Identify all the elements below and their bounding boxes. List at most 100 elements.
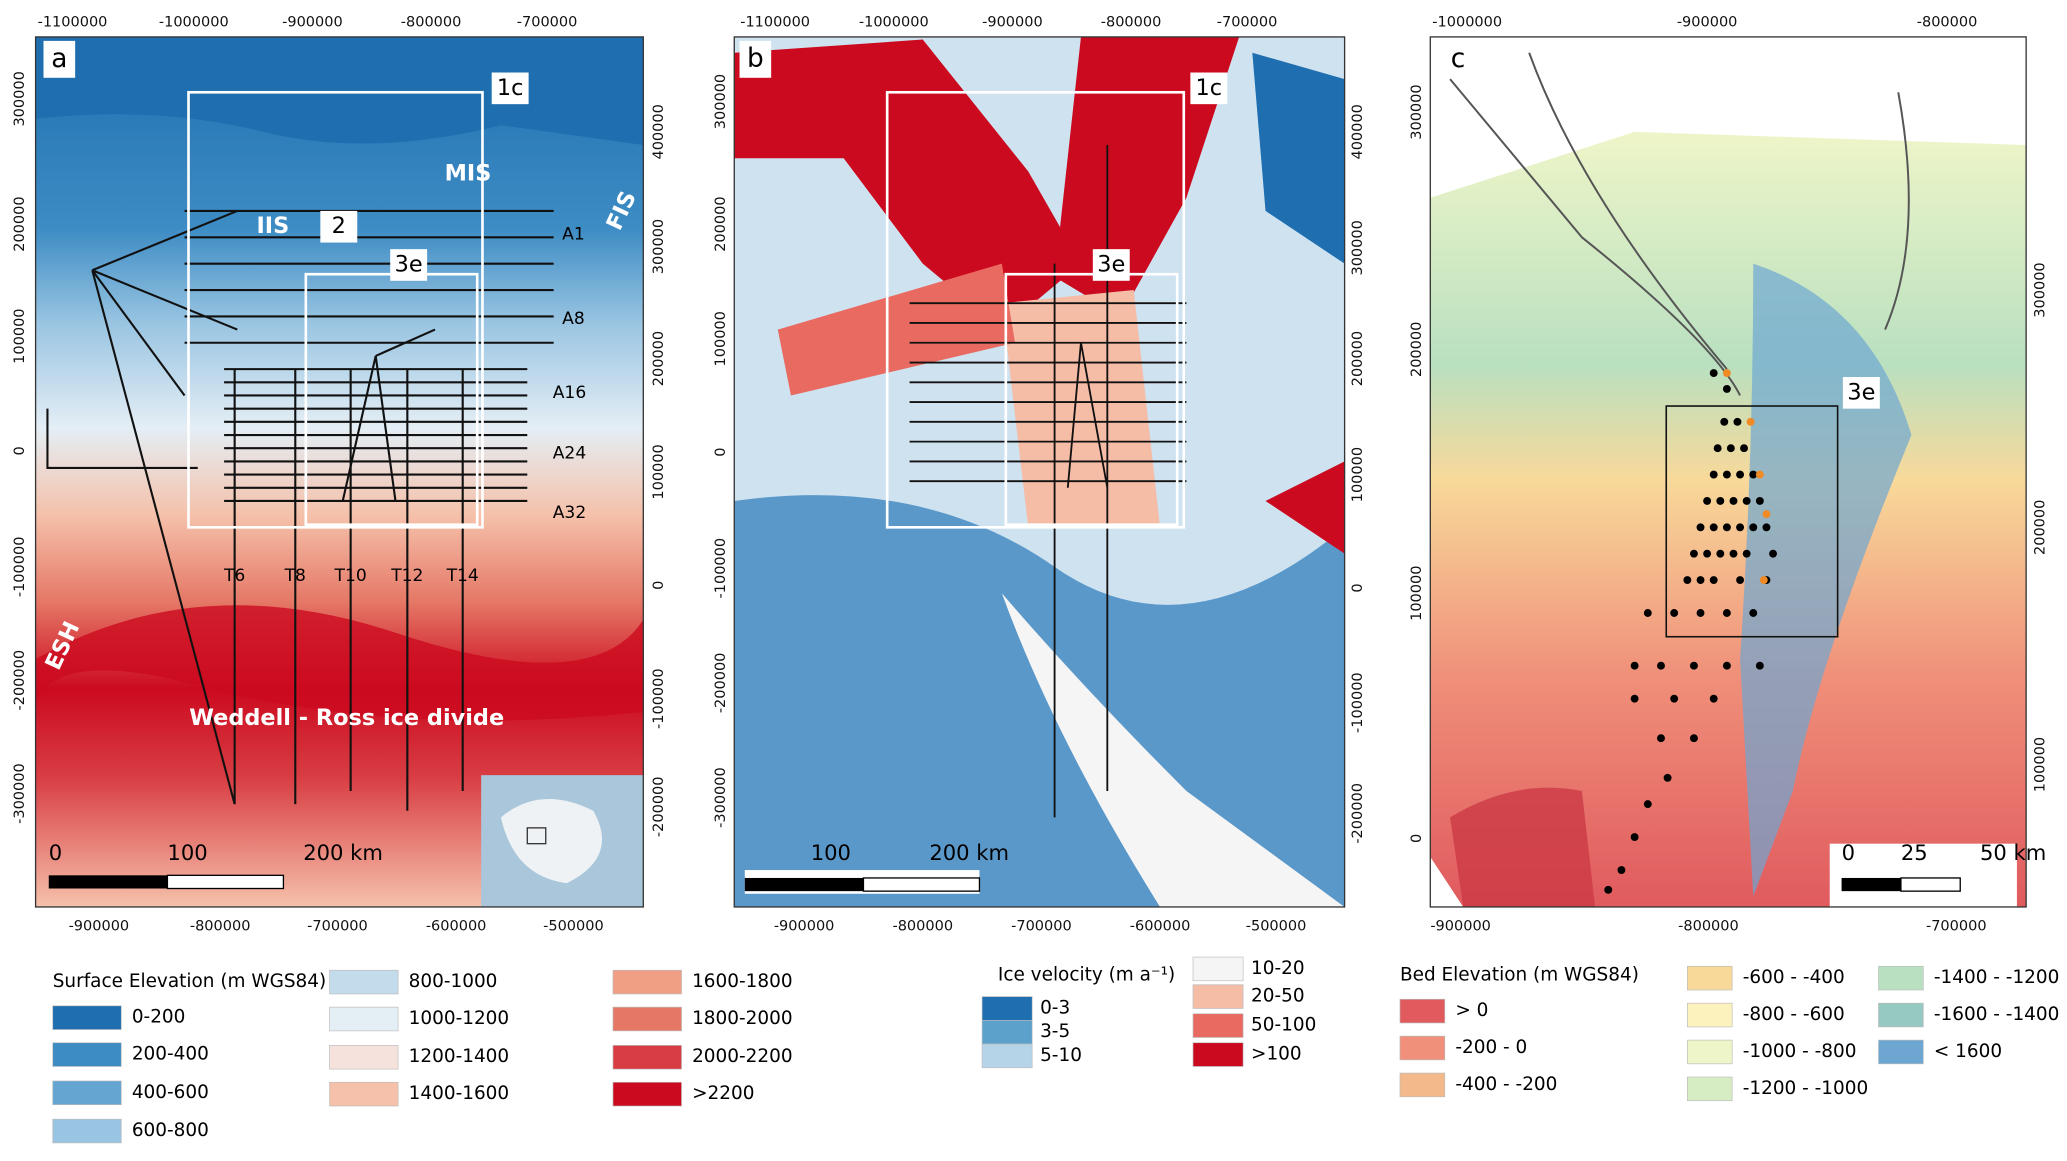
legend-swatch	[1687, 965, 1733, 991]
frame	[34, 36, 644, 908]
bottom-tick-label: -900000	[1430, 919, 1491, 935]
right-tick-label: 400000	[651, 104, 667, 159]
scale-label: 50 km	[1980, 840, 2046, 865]
annotation: 1c	[1196, 75, 1223, 101]
right-tick-label: 0	[1350, 583, 1366, 592]
legend-swatch	[612, 969, 682, 995]
left-tick-label: 100000	[1409, 566, 1425, 621]
top-tick-label: -800000	[1917, 14, 1978, 30]
frame	[733, 36, 1346, 908]
legend-swatch	[981, 1043, 1033, 1069]
annotation: T8	[284, 566, 306, 586]
bottom-tick-label: -700000	[1926, 919, 1987, 935]
legend-swatch	[1192, 1042, 1244, 1067]
legend-title: Bed Elevation (m WGS84)	[1400, 965, 1639, 986]
legend-swatch	[1878, 1002, 1924, 1028]
legend-label: >100	[1251, 1044, 1302, 1065]
legend-title: Surface Elevation (m WGS84)	[53, 971, 327, 992]
right-tick-label: 300000	[1350, 220, 1366, 275]
scale-label: 25	[1901, 840, 1928, 865]
legend-swatch	[1399, 1035, 1446, 1061]
panel-label: c	[1451, 44, 1466, 74]
legend-label: -1000 - -800	[1743, 1041, 1857, 1062]
legend-swatch	[52, 1118, 122, 1144]
bottom-tick-label: -800000	[1678, 919, 1739, 935]
left-tick-label: -300000	[713, 767, 729, 828]
annotation: 2	[332, 213, 346, 239]
right-tick-label: 100000	[1350, 447, 1366, 502]
annotation: A8	[562, 309, 585, 329]
top-tick-label: -1000000	[1432, 14, 1502, 30]
annotation-box	[491, 72, 529, 105]
legend-swatch	[329, 1006, 399, 1032]
left-tick-label: 100000	[12, 308, 28, 363]
bottom-tick-label: -900000	[69, 919, 130, 935]
right-tick-label: -200000	[651, 776, 667, 837]
bottom-tick-label: -500000	[543, 919, 604, 935]
right-tick-label: 300000	[651, 219, 667, 274]
legend-label: -600 - -400	[1743, 967, 1845, 988]
legend-swatch	[1399, 998, 1446, 1024]
scale-label: 100	[167, 840, 207, 865]
right-tick-label: 200000	[2033, 500, 2049, 555]
annotation: T6	[223, 566, 245, 586]
legend-label: 0-3	[1040, 997, 1070, 1018]
left-tick-label: 0	[12, 446, 28, 455]
legend-label: < 1600	[1934, 1041, 2002, 1062]
legend-label: -400 - -200	[1455, 1074, 1557, 1095]
annotation: 3e	[1847, 379, 1875, 405]
legend-label: -1200 - -1000	[1743, 1078, 1869, 1099]
top-tick-label: -900000	[982, 14, 1043, 30]
left-tick-label: 300000	[1409, 84, 1425, 139]
annotation: T12	[390, 566, 423, 586]
legend-swatch	[329, 1045, 399, 1070]
bottom-tick-label: -900000	[774, 919, 835, 935]
legend-label: -200 - 0	[1455, 1037, 1527, 1058]
legend-swatch	[981, 996, 1033, 1021]
legend-label: -1600 - -1400	[1934, 1004, 2060, 1025]
annotation: T10	[334, 566, 367, 586]
annotation-box	[1842, 377, 1880, 409]
right-tick-label: -100000	[651, 668, 667, 729]
legend-label: 10-20	[1251, 958, 1305, 979]
panel-label-box	[43, 40, 76, 78]
left-tick-label: 200000	[1409, 322, 1425, 377]
legend-swatch	[1687, 1076, 1733, 1102]
legend-swatch	[329, 1081, 399, 1107]
legend-label: 50-100	[1251, 1015, 1316, 1036]
right-tick-label: 200000	[1350, 331, 1366, 386]
left-tick-label: 0	[1409, 834, 1425, 843]
top-tick-label: -900000	[282, 14, 343, 30]
top-tick-label: -1000000	[159, 14, 229, 30]
legend-swatch	[1192, 1013, 1244, 1038]
legend-label: 5-10	[1040, 1045, 1082, 1066]
left-tick-label: 100000	[713, 311, 729, 366]
legend-swatch	[329, 969, 399, 995]
legend-swatch	[1878, 965, 1924, 991]
bottom-tick-label: -500000	[1246, 919, 1307, 935]
bottom-tick-label: -700000	[307, 919, 368, 935]
legend-label: > 0	[1455, 1000, 1488, 1021]
frame	[1429, 36, 2027, 908]
bottom-tick-label: -600000	[426, 919, 487, 935]
annotation: 3e	[1097, 251, 1125, 277]
legend-label: 400-600	[132, 1082, 209, 1103]
left-tick-label: -200000	[713, 653, 729, 714]
legend-label: -1400 - -1200	[1934, 967, 2060, 988]
legend-label: 200-400	[132, 1044, 209, 1065]
annotation: 3e	[395, 251, 423, 277]
legend-swatch	[1192, 956, 1244, 982]
annotation: T14	[446, 566, 479, 586]
annotation: A1	[562, 225, 585, 245]
left-tick-label: -300000	[12, 763, 28, 824]
panel-label-box	[1442, 40, 1474, 78]
legend-swatch	[52, 1080, 122, 1106]
scale-label: 0	[49, 840, 62, 865]
legend-label: 1400-1600	[409, 1083, 509, 1104]
legend-swatch	[612, 1081, 682, 1107]
legend-label: 20-50	[1251, 986, 1305, 1007]
scale-label: 100	[811, 840, 851, 865]
left-tick-label: 0	[713, 448, 729, 457]
right-tick-label: 200000	[651, 331, 667, 386]
